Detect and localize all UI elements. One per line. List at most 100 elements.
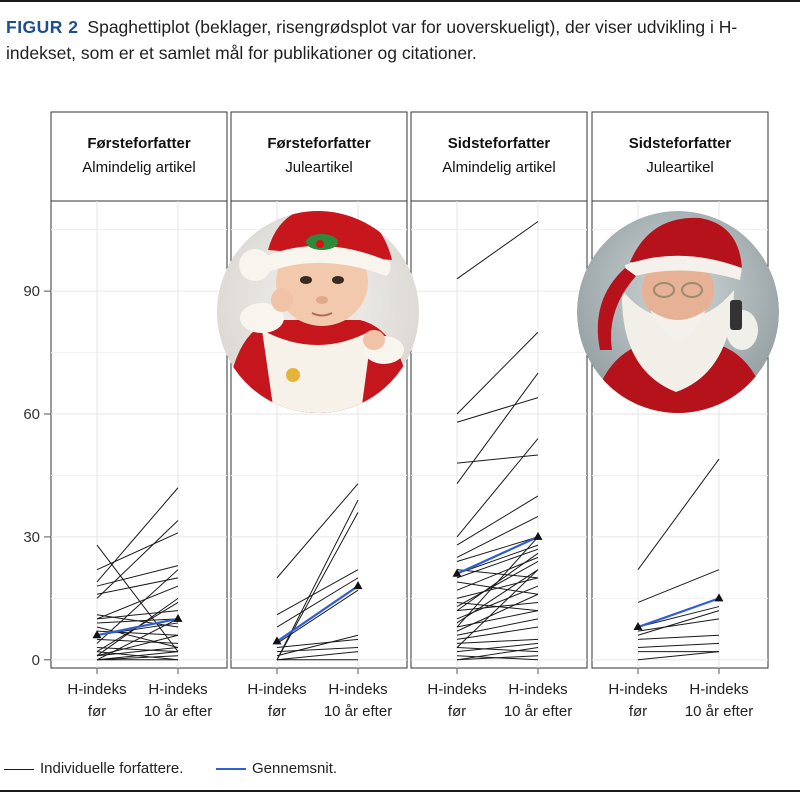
- individual-line: [456, 372, 539, 484]
- legend-mean: Gennemsnit.: [216, 760, 337, 777]
- individual-line: [456, 331, 539, 415]
- individual-line: [456, 655, 539, 661]
- individual-line: [96, 651, 179, 661]
- x-category-label: H-indeks: [148, 681, 207, 698]
- individual-line: [96, 655, 179, 661]
- panel-subtitle: Almindelig artikel: [442, 159, 555, 176]
- mean-point-marker: [714, 593, 724, 602]
- individual-line: [456, 647, 539, 661]
- y-tick-label: 90: [23, 283, 40, 300]
- individual-line: [96, 585, 179, 620]
- x-category-label: H-indeks: [328, 681, 387, 698]
- x-category-label: H-indeks: [427, 681, 486, 698]
- individual-line: [456, 593, 539, 632]
- x-category-label: H-indeks: [689, 681, 748, 698]
- x-category-label: før: [268, 703, 286, 720]
- panel-title: Førsteforfatter: [267, 135, 371, 152]
- individual-line: [456, 618, 539, 636]
- individual-line: [96, 577, 179, 595]
- individual-line: [456, 536, 539, 562]
- x-category-label: H-indeks: [508, 681, 567, 698]
- individual-line: [456, 221, 539, 280]
- mean-line: [276, 585, 359, 643]
- individual-line: [276, 634, 359, 657]
- individual-line: [637, 651, 720, 661]
- panel-title: Sidsteforfatter: [629, 135, 732, 152]
- x-category-label: før: [88, 703, 106, 720]
- figure-label: FIGUR 2: [6, 17, 79, 37]
- individual-line: [456, 561, 539, 607]
- mean-point-marker: [353, 581, 363, 590]
- individual-line: [456, 626, 539, 640]
- mean-line: [456, 535, 539, 575]
- mean-point-marker: [533, 531, 543, 540]
- individual-line: [456, 515, 539, 558]
- individual-line: [456, 544, 539, 575]
- panel-3: Sidsteforfatter Almindelig artikel H-indek…: [410, 111, 588, 720]
- individual-line: [456, 454, 539, 464]
- mean-point-marker: [633, 622, 643, 631]
- individual-line: [456, 638, 539, 644]
- figure-caption: FIGUR 2 Spaghettiplot (beklager, risengr…: [6, 14, 796, 66]
- legend-mean-label: Gennemsnit.: [252, 760, 338, 777]
- legend-individual: Individuelle forfattere.: [4, 760, 183, 777]
- y-tick-label: 60: [23, 406, 40, 423]
- mean-point-marker: [92, 630, 102, 639]
- individual-line: [96, 638, 179, 644]
- individual-line: [276, 569, 359, 616]
- x-category-label: H-indeks: [67, 681, 126, 698]
- individual-line: [276, 483, 359, 579]
- individual-line: [96, 544, 179, 652]
- panel-plot-area: [410, 200, 588, 669]
- y-tick-label: 0: [32, 652, 40, 669]
- individual-line: [276, 647, 359, 653]
- mean-line: [96, 617, 179, 637]
- mean-point-marker: [272, 636, 282, 645]
- individual-line: [96, 634, 179, 657]
- panel-header-box: [50, 111, 228, 202]
- panel-1: Førsteforfatter Almindelig artikel H-indek…: [50, 111, 228, 720]
- panel-subtitle: Juleartikel: [646, 159, 714, 176]
- individual-line: [456, 438, 539, 538]
- individual-line: [637, 610, 720, 636]
- panel-plot-area: [50, 200, 228, 669]
- individual-line: [637, 569, 720, 603]
- figure-caption-text: Spaghettiplot (beklager, risengrødsplot …: [6, 17, 738, 63]
- individual-line: [456, 610, 539, 628]
- individual-line: [456, 581, 539, 595]
- individual-line: [456, 536, 539, 628]
- panel-header-box: [230, 111, 408, 202]
- panel-title: Sidsteforfatter: [448, 135, 551, 152]
- panel-4: Sidsteforfatter Juleartikel H-indeks før H-i…: [591, 111, 769, 720]
- individual-line: [276, 577, 359, 628]
- legend-individual-label: Individuelle forfattere.: [40, 760, 184, 777]
- x-category-label: 10 år efter: [504, 703, 572, 720]
- x-category-label: 10 år efter: [324, 703, 392, 720]
- individual-line: [96, 647, 179, 653]
- y-tick-label: 30: [23, 529, 40, 546]
- x-category-label: H-indeks: [608, 681, 667, 698]
- mean-point-marker: [173, 613, 183, 622]
- mean-line: [637, 597, 720, 629]
- individual-line: [456, 397, 539, 423]
- panel-header-box: [591, 111, 769, 202]
- top-rule: [0, 0, 800, 2]
- individual-line: [637, 642, 720, 649]
- x-category-label: H-indeks: [247, 681, 306, 698]
- individual-line: [96, 565, 179, 587]
- panel-2: Førsteforfatter Juleartikel H-indeks før H-i…: [230, 111, 408, 720]
- panel-title: Førsteforfatter: [87, 135, 191, 152]
- individual-line: [276, 651, 359, 661]
- panel-subtitle: Almindelig artikel: [82, 159, 195, 176]
- individual-line: [96, 610, 179, 620]
- x-category-label: 10 år efter: [685, 703, 753, 720]
- bottom-rule: [0, 790, 800, 792]
- individual-line: [637, 458, 720, 570]
- individual-line: [276, 512, 359, 661]
- individual-line: [456, 647, 539, 653]
- individual-line: [96, 487, 179, 583]
- x-category-label: 10 år efter: [144, 703, 212, 720]
- individual-line: [96, 647, 179, 657]
- legend-individual-line: [4, 768, 34, 770]
- x-category-label: før: [448, 703, 466, 720]
